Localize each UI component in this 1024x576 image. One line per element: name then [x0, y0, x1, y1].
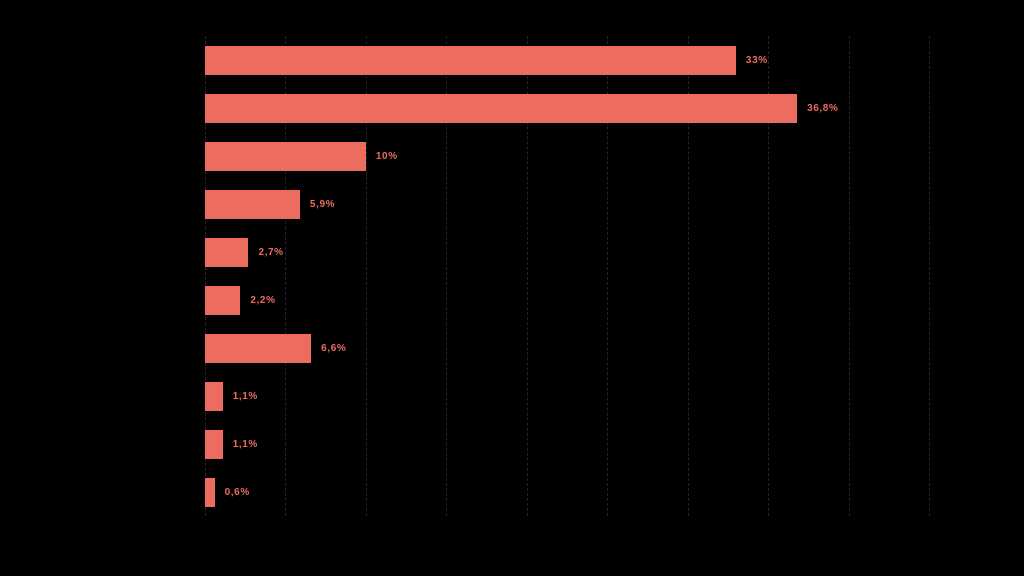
bar: [205, 333, 312, 363]
bar: [205, 45, 736, 75]
bar-value-label: 0,6%: [224, 486, 250, 498]
bar-row: 1,1%: [205, 420, 929, 468]
bar-row: 36,8%: [205, 84, 929, 132]
bar-value-label: 1,1%: [232, 438, 258, 450]
bar: [205, 237, 249, 267]
gridline: [687, 36, 689, 516]
bar-value-label: 2,7%: [258, 246, 284, 258]
bar-row: 10%: [205, 132, 929, 180]
gridline: [365, 36, 367, 516]
bar: [205, 141, 366, 171]
bar-row: 2,2%: [205, 276, 929, 324]
bar: [205, 93, 798, 123]
bar-value-label: 10%: [375, 150, 398, 162]
bar-value-label: 6,6%: [321, 342, 347, 354]
bar-row: 1,1%: [205, 372, 929, 420]
bar-row: 2,7%: [205, 228, 929, 276]
gridline: [205, 36, 206, 516]
bar-row: 5,9%: [205, 180, 929, 228]
bar-value-label: 2,2%: [250, 294, 276, 306]
gridline: [768, 36, 770, 516]
bar: [205, 381, 223, 411]
bar-row: 0,6%: [205, 468, 929, 516]
bar-value-label: 5,9%: [309, 198, 336, 210]
bar: [205, 429, 223, 459]
gridline: [929, 36, 930, 516]
gridline: [526, 36, 528, 516]
bar-value-label: 33%: [745, 54, 768, 66]
gridline: [446, 36, 448, 516]
bar-row: 33%: [205, 36, 929, 84]
bar-value-label: 1,1%: [232, 390, 258, 402]
bar: [205, 189, 300, 219]
gridline: [285, 36, 287, 516]
bar-row: 6,6%: [205, 324, 929, 372]
plot-area: 33% 36,8% 10% 5,9% 2,7% 2,2% 6,6% 1,1% 1,1% 0,6%: [205, 36, 930, 516]
bar: [205, 477, 215, 507]
bars-container: 33% 36,8% 10% 5,9% 2,7% 2,2% 6,6% 1,1% 1,1% 0,6%: [205, 36, 929, 516]
bar-value-label: 36,8%: [807, 102, 839, 114]
gridline: [607, 36, 609, 516]
gridlines: [205, 36, 930, 516]
gridline: [848, 36, 850, 516]
bar: [205, 285, 241, 315]
